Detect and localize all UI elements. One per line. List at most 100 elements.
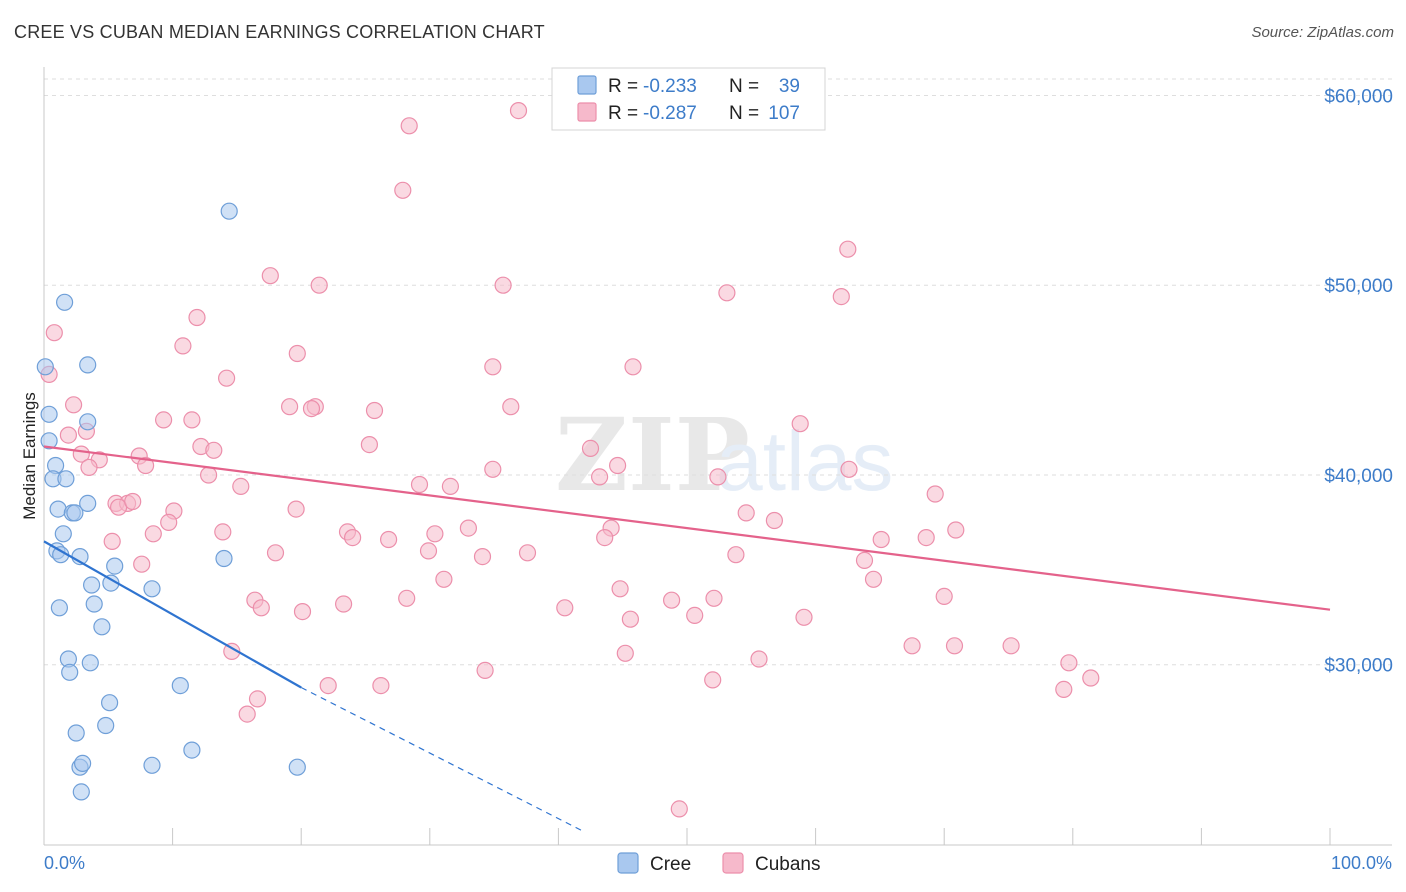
cubans-point: [281, 398, 299, 416]
cubans-point: [394, 181, 412, 199]
cubans-point: [935, 587, 953, 606]
cree-point: [97, 716, 115, 735]
cubans-point: [795, 608, 813, 626]
cree-point: [106, 557, 124, 575]
cubans-point: [214, 523, 232, 541]
cubans-point: [705, 589, 723, 607]
legend-swatch-cree: [577, 75, 597, 95]
cubans-point: [287, 500, 305, 518]
cubans-point: [144, 525, 162, 543]
cubans-point: [611, 580, 629, 598]
cubans-point: [1055, 680, 1073, 699]
cubans-point: [238, 705, 256, 723]
bottom-legend-swatch-cubans: [722, 852, 744, 874]
y-tick-label: $40,000: [1324, 466, 1393, 487]
cubans-point: [832, 288, 850, 306]
trend-lines: [43, 445, 1331, 833]
cubans-point: [183, 411, 201, 429]
cubans-point: [188, 308, 206, 327]
cree-point: [66, 504, 84, 522]
legend-r-value-cree: -0.233: [643, 76, 697, 97]
cubans-point: [718, 284, 736, 302]
cree-point: [61, 663, 79, 681]
cree-point: [50, 599, 69, 617]
cubans-point: [1060, 654, 1078, 672]
cubans-point: [174, 337, 192, 355]
bottom-legend-label-cubans: Cubans: [755, 854, 821, 875]
cubans-point: [1002, 637, 1020, 655]
cree-point: [143, 756, 161, 774]
cubans-point: [624, 358, 642, 376]
legend-r-label-cree: R =: [608, 76, 638, 97]
cubans-point: [484, 358, 502, 376]
cubans-point: [302, 400, 321, 418]
cree-point: [40, 405, 58, 423]
cubans-point: [473, 547, 492, 566]
cubans-point: [441, 477, 459, 495]
cubans-point: [435, 570, 453, 588]
cubans-point: [288, 344, 306, 363]
cree-point: [79, 413, 97, 431]
cubans-point: [484, 460, 502, 478]
cubans-point: [926, 485, 944, 503]
cubans-point: [400, 117, 418, 135]
cree-point: [183, 741, 201, 759]
cree-point: [49, 500, 67, 518]
cubans-point: [686, 606, 704, 625]
cubans-point: [155, 411, 173, 429]
cubans-point: [335, 595, 353, 613]
cubans-point: [45, 324, 63, 342]
cubans-point: [248, 690, 267, 708]
grid-layer: [44, 78, 1392, 666]
cree-point: [220, 202, 238, 220]
cubans-point: [581, 439, 600, 457]
cubans-point: [556, 599, 574, 617]
cubans-point: [917, 528, 935, 547]
cubans-point: [590, 468, 609, 486]
cubans-point: [502, 398, 520, 416]
cubans-point: [872, 530, 890, 549]
cree-point: [55, 293, 74, 311]
legend-r-value-cubans: -0.287: [643, 103, 697, 124]
legend-n-label-cree: N =: [729, 76, 759, 97]
legend-n-value-cree: 39: [779, 76, 800, 97]
cubans-point: [319, 676, 337, 695]
cubans-point: [596, 528, 614, 547]
legend-n-label-cubans: N =: [729, 103, 759, 124]
cubans-point: [494, 276, 512, 294]
cubans-point: [232, 477, 250, 495]
cubans-point: [218, 369, 236, 387]
cubans-point: [59, 426, 78, 444]
cubans-point: [80, 458, 98, 476]
series-legend: Cree Cubans: [617, 852, 821, 875]
cree-point: [143, 580, 161, 598]
cubans-point: [137, 456, 155, 475]
cubans-point: [252, 599, 270, 617]
cubans-point: [103, 532, 121, 551]
cubans-point: [864, 570, 883, 588]
cree-point: [57, 470, 75, 488]
cubans-point: [124, 492, 142, 511]
correlation-legend: R = -0.233 N = 39 R = -0.287 N = 107: [551, 67, 826, 131]
cubans-point: [360, 436, 378, 454]
cubans-point: [64, 396, 83, 414]
legend-swatch-cubans: [577, 102, 597, 122]
y-tick-label: $30,000: [1324, 656, 1393, 677]
cubans-point: [476, 661, 494, 680]
y-axis-title: Median Earnings: [20, 392, 39, 520]
cree-series: [36, 202, 306, 801]
watermark: ZIP atlas: [555, 396, 893, 514]
cubans-point: [839, 240, 857, 258]
bottom-legend-swatch-cree: [617, 852, 639, 874]
cubans-point: [205, 441, 223, 459]
legend-box: [551, 67, 826, 131]
cree-point: [40, 432, 58, 450]
cubans-point: [947, 521, 965, 539]
cree-point: [67, 724, 85, 742]
y-tick-label: $60,000: [1324, 86, 1393, 107]
cubans-point: [855, 551, 874, 570]
cubans-point: [310, 276, 328, 294]
y-tick-labels: $30,000 $40,000 $50,000 $60,000: [1324, 86, 1393, 676]
cubans-point: [293, 602, 312, 621]
cree-point: [79, 494, 97, 512]
